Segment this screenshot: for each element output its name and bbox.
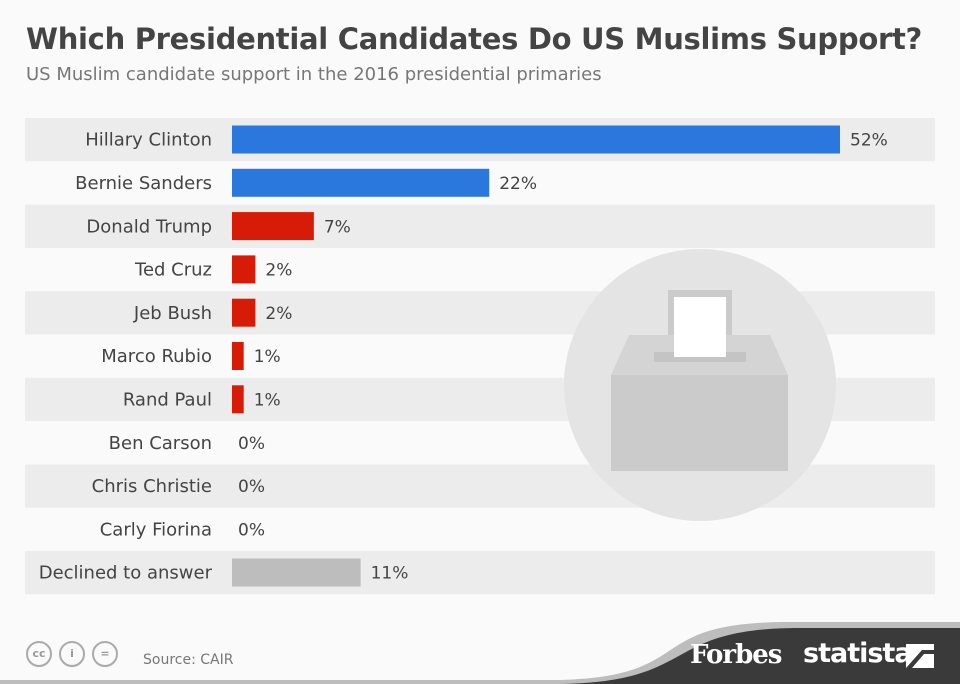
value-label: 52% (850, 131, 888, 151)
bar (232, 255, 256, 284)
chart-title: Which Presidential Candidates Do US Musl… (26, 22, 923, 56)
value-label: 0% (238, 520, 265, 540)
statista-logo: statista (803, 638, 913, 669)
category-label: Rand Paul (123, 389, 212, 410)
bar (232, 342, 244, 370)
brand-banner (0, 622, 960, 684)
bar (232, 125, 840, 154)
category-label: Jeb Bush (133, 303, 212, 324)
chart-subtitle: US Muslim candidate support in the 2016 … (26, 64, 602, 85)
ballot-box-illustration (564, 249, 836, 521)
bar (232, 168, 490, 197)
category-label: Donald Trump (86, 216, 212, 237)
value-label: 2% (265, 261, 292, 281)
category-label: Ben Carson (109, 433, 212, 454)
category-label: Marco Rubio (101, 346, 212, 367)
category-label: Bernie Sanders (75, 173, 212, 194)
cc-icon: cc (26, 641, 52, 667)
category-label: Hillary Clinton (85, 130, 212, 151)
category-label: Carly Fiorina (100, 519, 212, 540)
category-label: Declined to answer (39, 563, 213, 584)
forbes-logo: Forbes (690, 640, 782, 670)
attribution-icon: i (59, 641, 85, 667)
bar (232, 298, 256, 327)
value-label: 7% (324, 217, 351, 237)
row-band (25, 204, 935, 248)
value-label: 1% (254, 347, 281, 367)
value-label: 2% (265, 304, 292, 324)
bar (232, 385, 244, 414)
value-label: 0% (238, 477, 265, 497)
category-label: Ted Cruz (134, 260, 212, 281)
category-label: Chris Christie (92, 476, 212, 497)
value-label: 22% (499, 174, 537, 194)
value-label: 11% (371, 564, 409, 584)
statista-logo-icon (906, 644, 934, 668)
bar (232, 212, 314, 241)
value-label: 1% (254, 390, 281, 410)
source-text: Source: CAIR (143, 652, 234, 668)
row-band (25, 551, 935, 595)
no-derivatives-icon: = (92, 641, 118, 667)
bar (232, 558, 361, 587)
value-label: 0% (238, 434, 265, 454)
